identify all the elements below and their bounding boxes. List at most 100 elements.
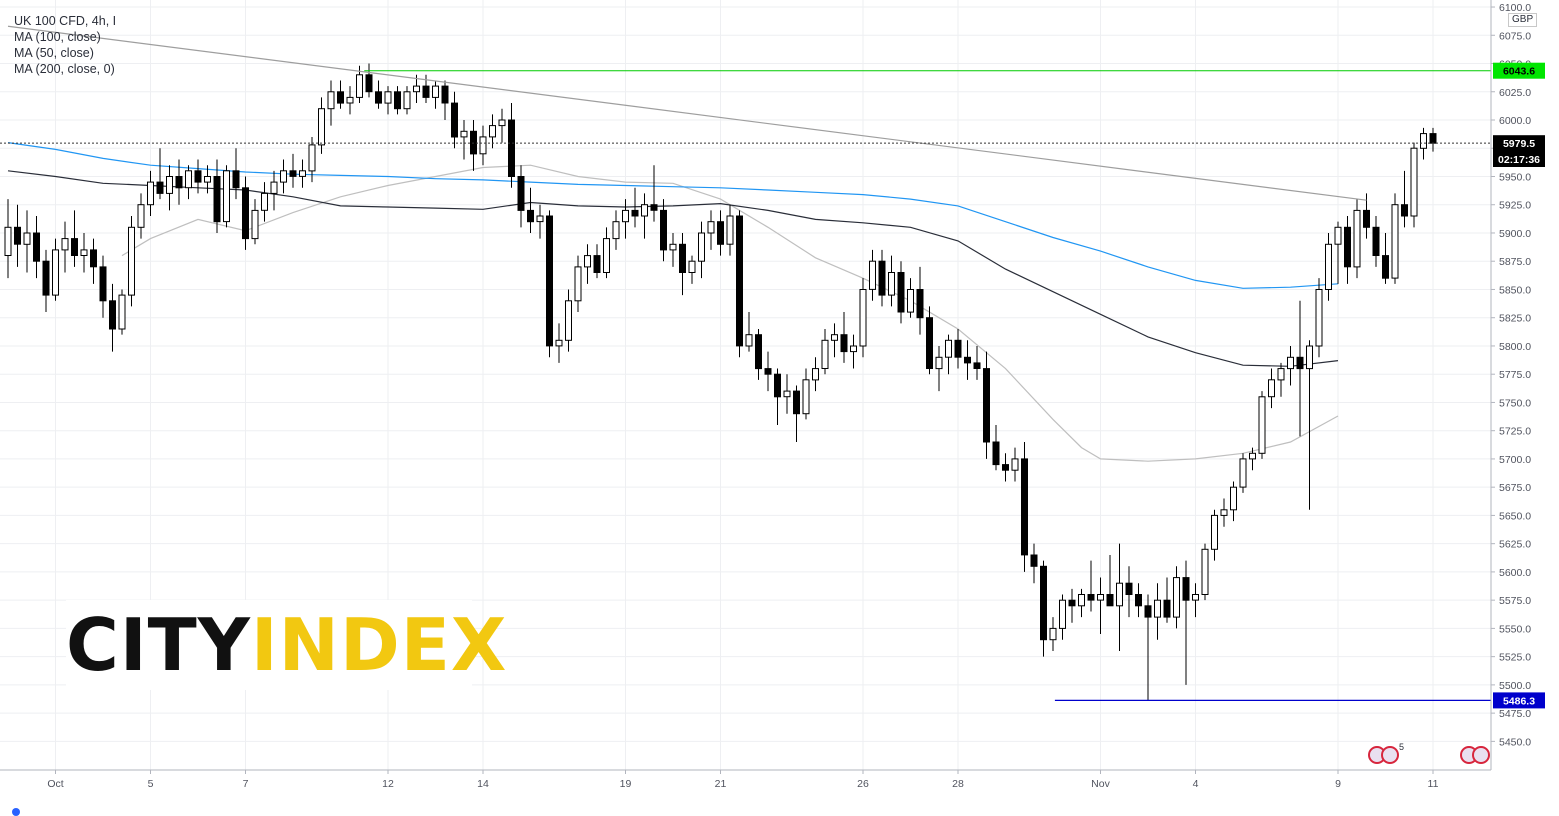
price-tick-label: 5800.0 [1499,341,1531,353]
price-tick-label: 5625.0 [1499,539,1531,551]
candle [1211,509,1218,561]
candle-body-up [1201,548,1209,595]
candle [1325,232,1332,301]
candle-body-down [954,339,962,358]
candle [1097,577,1104,635]
candle-body-down [156,181,164,194]
candle-body-up [1173,577,1180,618]
candle-body-up [128,226,135,296]
candle [1049,617,1057,651]
legend-ma200[interactable]: MA (200, close, 0) [14,62,115,76]
logo-city: CITY [66,603,251,687]
economic-events[interactable]: 5 [1368,742,1490,764]
time-tick-label: 4 [1193,778,1199,790]
uk-flag-icon[interactable] [1472,746,1490,764]
candle-body-up [356,74,363,98]
candle-body-up [52,249,59,296]
price-tick-label: 5925.0 [1499,200,1531,212]
candle [1334,221,1342,284]
candle [261,182,268,222]
candle [71,210,78,267]
candle-body-down [897,272,905,313]
candle [299,159,306,188]
candle [52,238,59,301]
candle-body-down [764,368,772,375]
time-tick-label: 9 [1335,778,1341,790]
candle-body-down [1002,464,1009,471]
price-badge: 6043.6 [1493,62,1545,79]
candle [888,255,895,307]
candle-body-up [223,170,230,223]
candle-body-up [555,339,563,347]
candle-body-up [907,289,914,313]
candle [451,91,458,149]
price-axis-background[interactable] [1491,0,1559,770]
candle [327,80,335,126]
time-axis[interactable]: Oct 5 7 12 14 19 21 26 28 Nov 4 9 11 [47,770,1439,790]
chart-legend: UK 100 CFD, 4h, I MA (100, close) MA (50… [14,13,116,77]
candle [365,63,373,98]
candle [346,86,354,115]
price-tick-label: 6000.0 [1499,115,1531,127]
candle [1249,447,1256,471]
price-tick-label: 5575.0 [1499,595,1531,607]
price-tick-label: 6075.0 [1499,30,1531,42]
candle [983,351,990,459]
candle [1296,300,1304,437]
candle-body-up [1078,594,1085,607]
legend-ma50[interactable]: MA (50, close) [14,46,94,60]
candle-body-up [147,181,154,206]
price-tick-label: 5500.0 [1499,680,1531,692]
candle-body-up [565,300,572,341]
candle [403,86,411,115]
candle-body-down [194,170,202,183]
candle-body-up [688,260,696,274]
candle [1144,594,1152,701]
candle-body-down [1182,577,1190,601]
candle-body-up [1249,452,1256,460]
candle [850,334,857,369]
candle [669,232,677,267]
uk-flag-icon[interactable] [1381,746,1399,764]
candle-body-up [669,243,677,251]
candle-body-down [1087,594,1095,601]
legend-ma100[interactable]: MA (100, close) [14,30,101,44]
candle [679,232,686,296]
candle [166,165,173,211]
candle [840,312,848,363]
candle [33,216,40,279]
candle-body-up [812,368,819,381]
candle [1135,583,1142,618]
candle [251,199,259,245]
candle [897,261,905,324]
candle [793,385,800,442]
candle [1230,481,1237,522]
candle-body-up [783,390,791,398]
candle [479,125,487,166]
candle-body-up [1049,627,1057,641]
price-tick-label: 5450.0 [1499,736,1531,748]
candle-body-up [299,170,306,177]
candle-body-down [546,215,553,347]
candle [1173,566,1180,629]
candle-body-down [422,85,430,98]
candle [916,266,924,335]
candle-body-up [1211,514,1218,550]
candle-body-up [413,85,420,93]
candle [308,136,316,183]
candle [954,329,962,369]
candle-body-down [14,226,21,245]
symbol-title[interactable]: UK 100 CFD, 4h, I [14,14,117,28]
candle-body-up [1420,133,1427,149]
candle [90,238,97,284]
candle-body-down [1163,599,1171,618]
candle-body-up [935,356,943,370]
time-tick-label: 26 [857,778,869,790]
time-tick-label: 12 [382,778,394,790]
price-axis[interactable]: 5450.0 5475.0 5500.0 5525.0 5550.0 5575.0 5600… [1491,2,1531,748]
time-axis-background[interactable] [0,770,1491,796]
candle-body-up [185,170,192,189]
candle [1353,199,1361,279]
